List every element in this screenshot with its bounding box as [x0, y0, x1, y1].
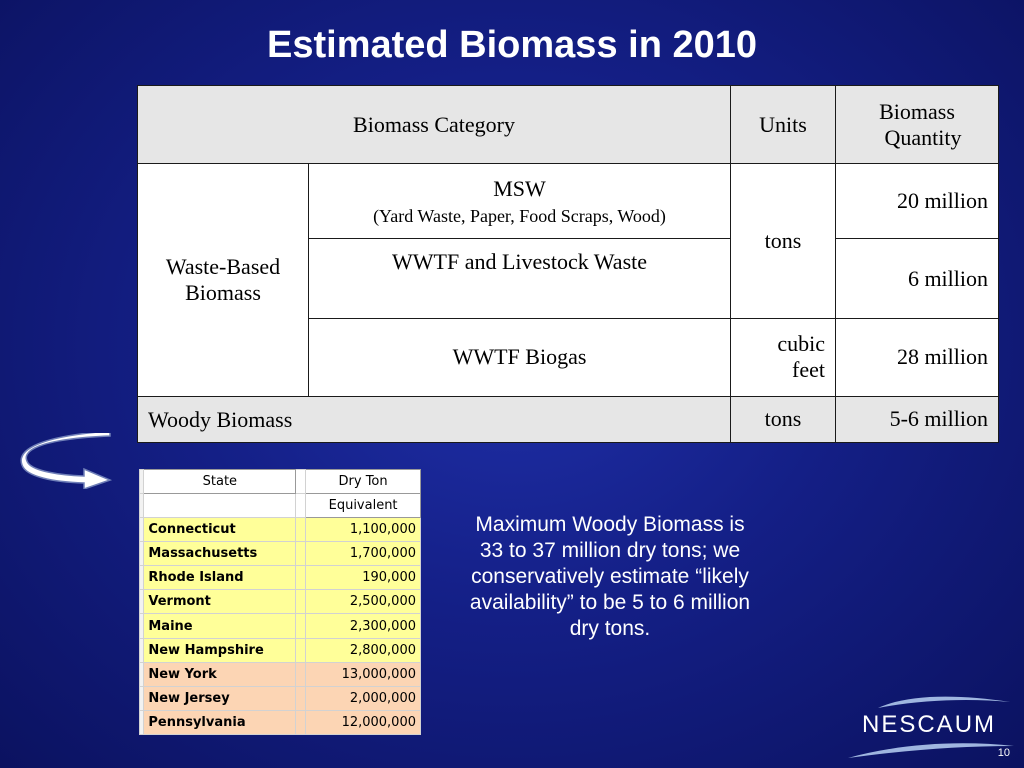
- curved-arrow-icon: [20, 433, 113, 489]
- state-name: New Jersey: [143, 685, 297, 711]
- state-dry-ton-value: 1,100,000: [305, 517, 421, 543]
- state-name: New Hampshire: [143, 637, 297, 663]
- msw-quantity: 20 million: [835, 163, 999, 240]
- biogas-units-line2: feet: [792, 357, 825, 383]
- header-biomass-quantity: Biomass Quantity: [835, 84, 999, 165]
- state-table-header-row-2: Equivalent: [138, 493, 421, 519]
- woody-biomass-note: Maximum Woody Biomass is 33 to 37 millio…: [469, 513, 751, 640]
- table-row: Waste-Based Biomass MSW (Yard Waste, Pap…: [137, 163, 999, 397]
- state-row: New York 13,000,000: [138, 661, 421, 687]
- state-row: Pennsylvania 12,000,000: [138, 709, 421, 736]
- table-row: WWTF and Livestock Waste 6 million: [138, 238, 999, 319]
- state-dry-ton-value: 190,000: [305, 565, 421, 591]
- shared-units-cell: tons: [730, 163, 836, 319]
- state-name: New York: [143, 661, 297, 687]
- table-header-row: Biomass Category Units Biomass Quantity: [137, 84, 999, 165]
- wwtf-biogas-quantity: 28 million: [835, 317, 999, 397]
- header-state: State: [143, 468, 297, 495]
- wwtf-biogas-cell: WWTF Biogas: [308, 317, 731, 397]
- woody-biomass-cell: Woody Biomass: [137, 395, 731, 444]
- header-quantity-line2: Quantity: [884, 124, 962, 150]
- table-row: Woody Biomass tons 5-6 million: [137, 395, 999, 444]
- state-table-header-row: State Dry Ton: [138, 468, 421, 495]
- biogas-units-line1: cubic: [777, 331, 825, 357]
- wwtf-biogas-units: cubic feet: [730, 317, 836, 397]
- state-dry-ton-table: State Dry Ton Equivalent Connecticut 1,10…: [138, 468, 421, 736]
- state-row: New Jersey 2,000,000: [138, 685, 421, 711]
- header-quantity-line1: Biomass: [879, 98, 955, 124]
- state-row: Massachusetts 1,700,000: [138, 541, 421, 567]
- state-row: Connecticut 1,100,000: [138, 517, 421, 543]
- header-biomass-category: Biomass Category: [137, 84, 731, 165]
- wwtf-livestock-cell: WWTF and Livestock Waste: [308, 238, 731, 319]
- state-row: New Hampshire 2,800,000: [138, 637, 421, 663]
- nescaum-wave-logo: [848, 696, 1014, 758]
- header-units: Units: [730, 84, 836, 165]
- msw-detail: (Yard Waste, Paper, Food Scraps, Wood): [373, 205, 666, 226]
- woody-biomass-quantity: 5-6 million: [835, 395, 999, 444]
- waste-group-line2: Biomass: [185, 280, 261, 306]
- state-row: Rhode Island 190,000: [138, 565, 421, 591]
- state-dry-ton-value: 1,700,000: [305, 541, 421, 567]
- state-name: Connecticut: [143, 517, 297, 543]
- state-dry-ton-value: 13,000,000: [305, 661, 421, 687]
- msw-label: MSW: [493, 175, 546, 201]
- woody-biomass-units: tons: [730, 395, 836, 444]
- state-name: Vermont: [143, 589, 297, 615]
- state-row: Maine 2,300,000: [138, 613, 421, 639]
- biomass-table: Biomass Category Units Biomass Quantity …: [137, 84, 999, 444]
- state-name: Massachusetts: [143, 541, 297, 567]
- slide-title: Estimated Biomass in 2010: [267, 24, 757, 66]
- page-number: 10: [997, 747, 1010, 759]
- wwtf-livestock-quantity: 6 million: [835, 238, 999, 319]
- header-equivalent: Equivalent: [305, 493, 421, 519]
- state-dry-ton-value: 2,000,000: [305, 685, 421, 711]
- state-name: Pennsylvania: [143, 709, 297, 736]
- state-name: Rhode Island: [143, 565, 297, 591]
- state-dry-ton-value: 2,800,000: [305, 637, 421, 663]
- header-dry-ton: Dry Ton: [305, 468, 421, 495]
- state-dry-ton-value: 2,500,000: [305, 589, 421, 615]
- state-name: Maine: [143, 613, 297, 639]
- state-row: Vermont 2,500,000: [138, 589, 421, 615]
- waste-based-biomass-cell: Waste-Based Biomass: [137, 163, 309, 397]
- waste-group-line1: Waste-Based: [165, 254, 281, 280]
- state-dry-ton-value: 2,300,000: [305, 613, 421, 639]
- state-dry-ton-value: 12,000,000: [305, 709, 421, 736]
- logo-text: NESCAUM: [862, 711, 997, 738]
- msw-cell: MSW (Yard Waste, Paper, Food Scraps, Woo…: [308, 163, 731, 240]
